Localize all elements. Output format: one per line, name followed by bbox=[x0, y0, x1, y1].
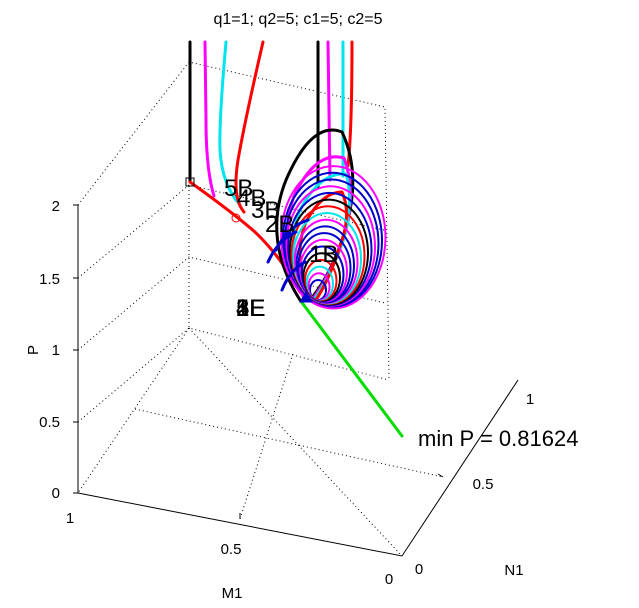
min-p-annotation: min P = 0.81624 bbox=[418, 426, 578, 451]
point-label-1b: 1B bbox=[309, 241, 338, 268]
trajectory-min-line bbox=[300, 300, 402, 436]
point-label-2b: 2B bbox=[265, 211, 294, 238]
y-tick-label: 0 bbox=[415, 561, 423, 578]
y-tick-label: 0.5 bbox=[473, 476, 494, 493]
z-axis-label: P bbox=[25, 345, 42, 355]
x-tick-label: 0.5 bbox=[221, 541, 242, 558]
x-tick-label: 1 bbox=[66, 510, 74, 527]
z-tick-label: 0.5 bbox=[39, 414, 60, 431]
z-tick-label: 1.5 bbox=[39, 271, 60, 288]
x-tick-label: 0 bbox=[385, 571, 393, 588]
x-axis-label: M1 bbox=[222, 585, 243, 602]
y-axis-label: N1 bbox=[504, 562, 523, 579]
chart-title: q1=1; q2=5; c1=5; c2=5 bbox=[213, 11, 382, 28]
point-label-5e: 5E bbox=[236, 295, 265, 322]
trajectories bbox=[186, 42, 402, 436]
z-tick-label: 0 bbox=[52, 485, 60, 502]
trajectory-magenta-left bbox=[205, 42, 214, 196]
z-tick-label: 1 bbox=[52, 342, 60, 359]
z-tick-label: 2 bbox=[52, 198, 60, 215]
y-tick-label: 1 bbox=[526, 391, 534, 408]
